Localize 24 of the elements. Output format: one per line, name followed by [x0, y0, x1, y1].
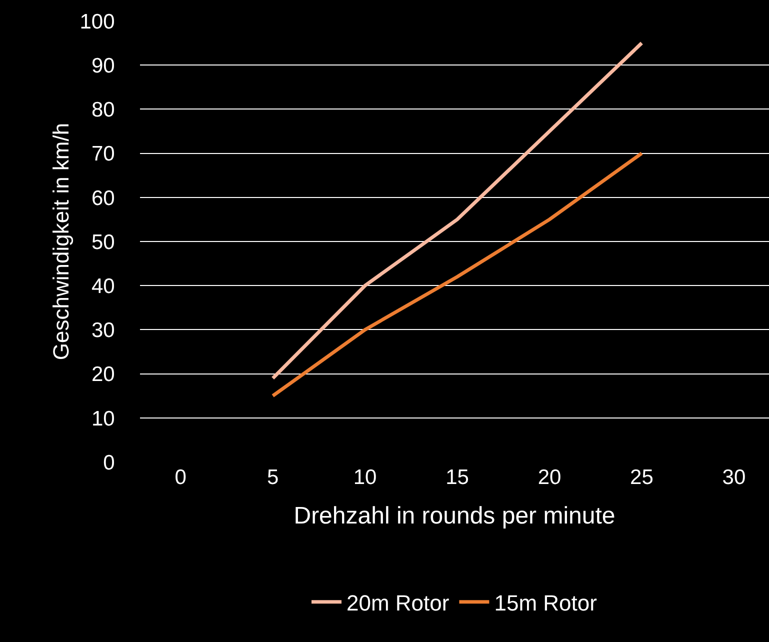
- x-tick-label: 15: [446, 466, 469, 489]
- y-tick-label: 100: [80, 10, 115, 34]
- line-series: [271, 41, 644, 380]
- y-tick-label: 30: [91, 319, 115, 342]
- y-tick-label: 10: [91, 407, 115, 430]
- y-tick-label: 90: [91, 54, 115, 78]
- legend-label: 15m Rotor: [494, 590, 597, 616]
- x-tick-label: 5: [266, 466, 279, 489]
- y-axis-title: Geschwindigkeit in km/h: [48, 122, 74, 360]
- x-tick-label: 10: [353, 466, 377, 489]
- y-tick-label: 0: [103, 451, 115, 474]
- y-tick-label: 50: [91, 230, 115, 254]
- y-tick-label: 40: [91, 274, 115, 298]
- y-tick-label: 80: [91, 98, 115, 122]
- y-tick-label: 60: [91, 186, 115, 210]
- x-tick-label: 30: [722, 466, 746, 489]
- x-axis-title: Drehzahl in rounds per minute: [294, 502, 616, 530]
- y-tick-label: 70: [91, 142, 115, 166]
- line-series: [271, 152, 644, 398]
- x-tick-label: 20: [538, 466, 562, 489]
- legend-label: 20m Rotor: [346, 590, 450, 616]
- x-tick-label: 0: [174, 466, 186, 489]
- x-tick-label: 25: [630, 466, 654, 489]
- y-tick-label: 20: [91, 363, 115, 386]
